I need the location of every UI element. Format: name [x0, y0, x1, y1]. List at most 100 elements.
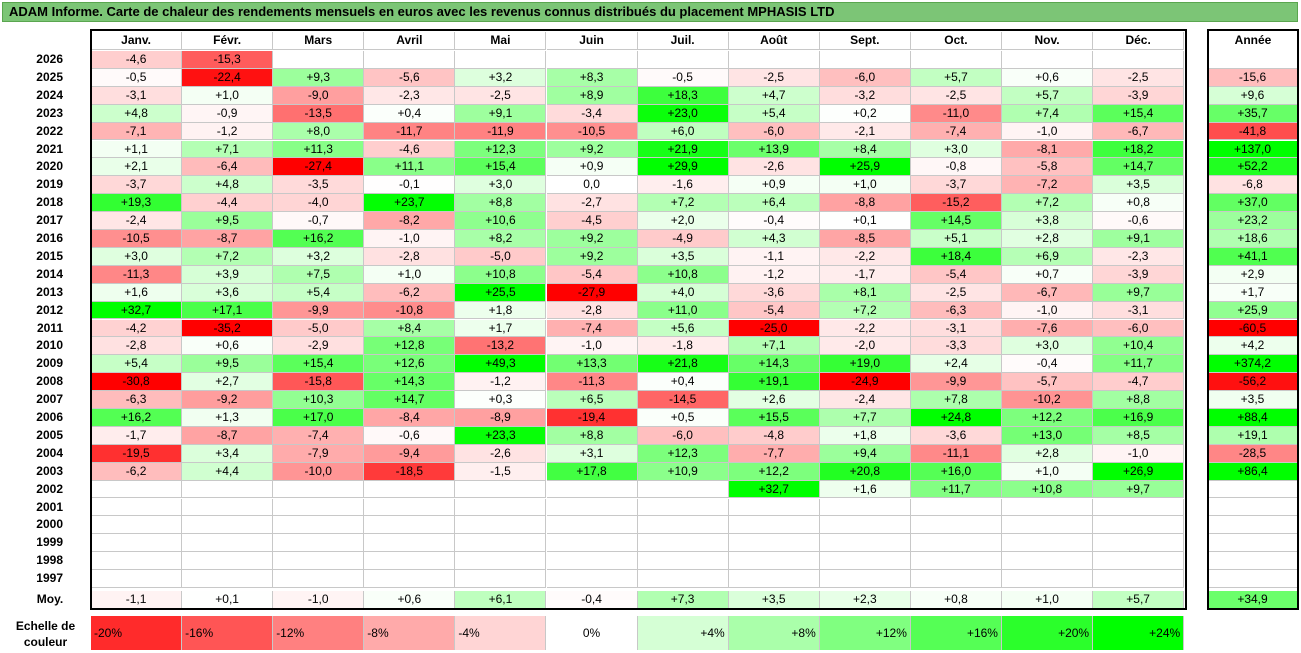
heatmap-cell: +5,4 — [728, 104, 820, 123]
heatmap-cell — [364, 51, 456, 69]
heatmap-cell — [637, 552, 729, 571]
color-scale-swatch: -12% — [273, 616, 365, 650]
heatmap-cell: -3,9 — [1093, 86, 1185, 105]
heatmap-cell: -18,5 — [364, 462, 456, 481]
heatmap-cell — [728, 570, 820, 588]
heatmap-cell: +3,1 — [546, 444, 638, 463]
heatmap-cell: -6,3 — [91, 391, 183, 409]
year-label: 2019 — [36, 177, 63, 192]
heatmap-cell: -6,4 — [182, 158, 274, 177]
heatmap-cell: -6,0 — [1093, 319, 1185, 338]
heatmap-cell: -25,0 — [728, 319, 820, 338]
heatmap-cell: -9,4 — [364, 444, 456, 463]
year-label: 2022 — [36, 123, 63, 138]
year-label: 2006 — [36, 410, 63, 424]
heatmap-cell: +23,3 — [455, 426, 547, 445]
year-label: 2018 — [36, 195, 63, 210]
heatmap-cell: +7,4 — [1002, 104, 1094, 123]
color-scale-swatch: -16% — [182, 616, 274, 650]
color-scale-swatch: +4% — [637, 616, 729, 650]
year-label: 2009 — [36, 356, 63, 371]
heatmap-cell — [455, 516, 547, 535]
heatmap-cell: -24,9 — [819, 373, 911, 392]
heatmap-cell: -1,7 — [819, 265, 911, 284]
average-cell: +3,5 — [728, 591, 820, 609]
heatmap-cell: -2,8 — [546, 301, 638, 320]
heatmap-cell: -1,2 — [728, 265, 820, 284]
heatmap-cell: +7,5 — [273, 265, 365, 284]
heatmap-cell: -10,5 — [546, 122, 638, 141]
heatmap-cell — [364, 480, 456, 499]
heatmap-cell: -2,0 — [819, 337, 911, 356]
heatmap-cell: +12,3 — [455, 140, 547, 159]
heatmap-cell: -10,8 — [364, 301, 456, 320]
heatmap-cell: +6,9 — [1002, 247, 1094, 266]
heatmap-cell — [546, 570, 638, 588]
month-header: Oct. — [910, 32, 1002, 50]
heatmap-cell: -5,4 — [910, 265, 1002, 284]
heatmap-cell: -2,5 — [455, 86, 547, 105]
heatmap-cell: +18,4 — [910, 247, 1002, 266]
heatmap-cell: +7,1 — [728, 337, 820, 356]
year-label: 2025 — [36, 69, 63, 84]
heatmap-cell — [273, 570, 365, 588]
heatmap-cell: -8,9 — [455, 409, 547, 427]
heatmap-cell: -11,0 — [910, 104, 1002, 123]
year-label: 2024 — [36, 87, 63, 102]
heatmap-cell — [910, 552, 1002, 571]
heatmap-cell — [91, 498, 183, 517]
heatmap-cell: -1,2 — [455, 373, 547, 392]
heatmap-cell — [91, 552, 183, 571]
year-total-cell: +9,6 — [1208, 86, 1298, 105]
year-total-cell: +2,9 — [1208, 265, 1298, 284]
heatmap-cell: +8,3 — [546, 68, 638, 87]
heatmap-cell: +8,5 — [1093, 426, 1185, 445]
heatmap-cell: +6,0 — [637, 122, 729, 141]
heatmap-cell: -0,7 — [273, 212, 365, 230]
heatmap-cell: +7,1 — [182, 140, 274, 159]
heatmap-cell — [637, 498, 729, 517]
color-scale-swatch: +12% — [819, 616, 911, 650]
heatmap-cell — [455, 570, 547, 588]
heatmap-cell — [728, 552, 820, 571]
heatmap-cell: +25,9 — [819, 158, 911, 177]
heatmap-cell: +0,3 — [455, 391, 547, 409]
heatmap-cell: +2,8 — [1002, 230, 1094, 248]
year-total-cell: -15,6 — [1208, 68, 1298, 87]
heatmap-cell — [455, 51, 547, 69]
year-total-cell: -41,8 — [1208, 122, 1298, 141]
heatmap-cell — [364, 516, 456, 535]
heatmap-cell: -4,9 — [637, 230, 729, 248]
year-total-cell — [1208, 552, 1298, 571]
heatmap-cell: +11,7 — [910, 480, 1002, 499]
color-scale-swatch: +8% — [728, 616, 820, 650]
heatmap-cell — [1002, 51, 1094, 69]
year-total-cell: +37,0 — [1208, 194, 1298, 213]
heatmap-cell: -11,3 — [546, 373, 638, 392]
heatmap-cell: +10,8 — [1002, 480, 1094, 499]
month-header: Févr. — [182, 32, 274, 50]
year-label: 2015 — [36, 248, 63, 263]
heatmap-cell: +32,7 — [728, 480, 820, 499]
heatmap-cell: -6,7 — [1002, 283, 1094, 302]
heatmap-cell: +7,2 — [1002, 194, 1094, 213]
year-total-cell: +4,2 — [1208, 337, 1298, 356]
heatmap-cell — [1002, 516, 1094, 535]
heatmap-cell: +8,4 — [819, 140, 911, 159]
heatmap-cell: -1,1 — [728, 247, 820, 266]
year-label: 2017 — [36, 213, 63, 228]
heatmap-cell: -3,6 — [728, 283, 820, 302]
year-label: 2002 — [36, 481, 63, 496]
heatmap-cell: +3,0 — [910, 140, 1002, 159]
heatmap-cell — [546, 552, 638, 571]
heatmap-cell: -11,9 — [455, 122, 547, 141]
heatmap-cell: -30,8 — [91, 373, 183, 392]
color-scale-swatch: +24% — [1093, 616, 1185, 650]
year-total-cell: -56,2 — [1208, 373, 1298, 392]
heatmap-cell: +8,8 — [546, 426, 638, 445]
heatmap-cell: -1,0 — [1093, 444, 1185, 463]
average-cell: +0,1 — [182, 591, 274, 609]
heatmap-cell — [455, 498, 547, 517]
heatmap-cell: +12,2 — [1002, 409, 1094, 427]
heatmap-cell — [1093, 516, 1185, 535]
